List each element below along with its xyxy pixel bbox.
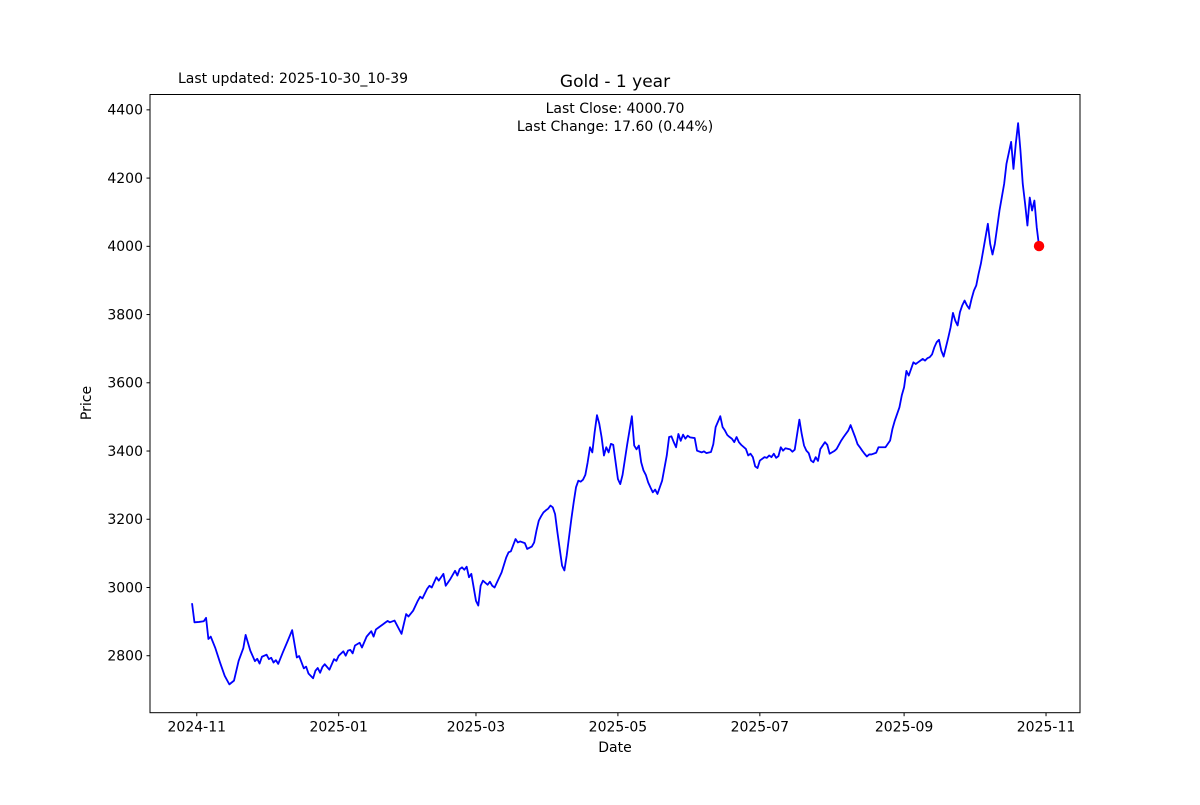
x-tick-label: 2025-09	[875, 720, 934, 736]
last-change-annotation: Last Change: 17.60 (0.44%)	[517, 119, 713, 135]
data-layer	[191, 122, 1045, 686]
y-tick-label: 3800	[107, 307, 143, 323]
y-tick-label: 3400	[107, 444, 143, 460]
price-line	[191, 122, 1040, 686]
x-tick-label: 2025-01	[309, 720, 368, 736]
y-tick-label: 3600	[107, 376, 143, 392]
plot-border	[149, 94, 1081, 714]
x-tick-label: 2025-03	[447, 720, 506, 736]
axes-layer: 2800 3000 3200 3400 3600 3800 4000 4200 4400 2024…	[107, 94, 1081, 736]
x-tick-label: 2025-05	[589, 720, 648, 736]
y-tick-label: 3200	[107, 512, 143, 528]
y-tick-label: 4000	[107, 239, 143, 255]
last-updated-annotation: Last updated: 2025-10-30_10-39	[178, 71, 408, 87]
last-price-marker	[1033, 240, 1045, 252]
last-close-annotation: Last Close: 4000.70	[546, 101, 685, 117]
x-tick-label: 2024-11	[168, 720, 227, 736]
chart-title: Gold - 1 year	[560, 72, 670, 92]
y-tick-label: 2800	[107, 649, 143, 665]
y-axis-label: Price	[79, 386, 95, 420]
x-axis-label: Date	[598, 740, 631, 756]
x-tick-label: 2025-11	[1017, 720, 1076, 736]
y-tick-label: 4400	[107, 103, 143, 119]
y-tick-label: 4200	[107, 171, 143, 187]
x-tick-label: 2025-07	[731, 720, 790, 736]
y-tick-label: 3000	[107, 580, 143, 596]
